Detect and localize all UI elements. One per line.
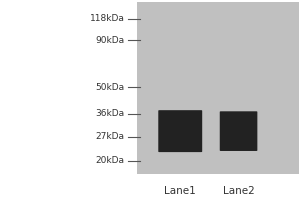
Bar: [136, 2, 298, 174]
Text: Lane2: Lane2: [223, 186, 254, 196]
Text: 50kDa: 50kDa: [95, 83, 124, 92]
FancyBboxPatch shape: [220, 111, 257, 151]
Text: 20kDa: 20kDa: [95, 156, 124, 165]
Text: 27kDa: 27kDa: [95, 132, 124, 141]
Text: 36kDa: 36kDa: [95, 109, 124, 118]
Text: 118kDa: 118kDa: [90, 14, 124, 23]
Text: 90kDa: 90kDa: [95, 36, 124, 45]
FancyBboxPatch shape: [158, 110, 202, 152]
Text: Lane1: Lane1: [164, 186, 196, 196]
